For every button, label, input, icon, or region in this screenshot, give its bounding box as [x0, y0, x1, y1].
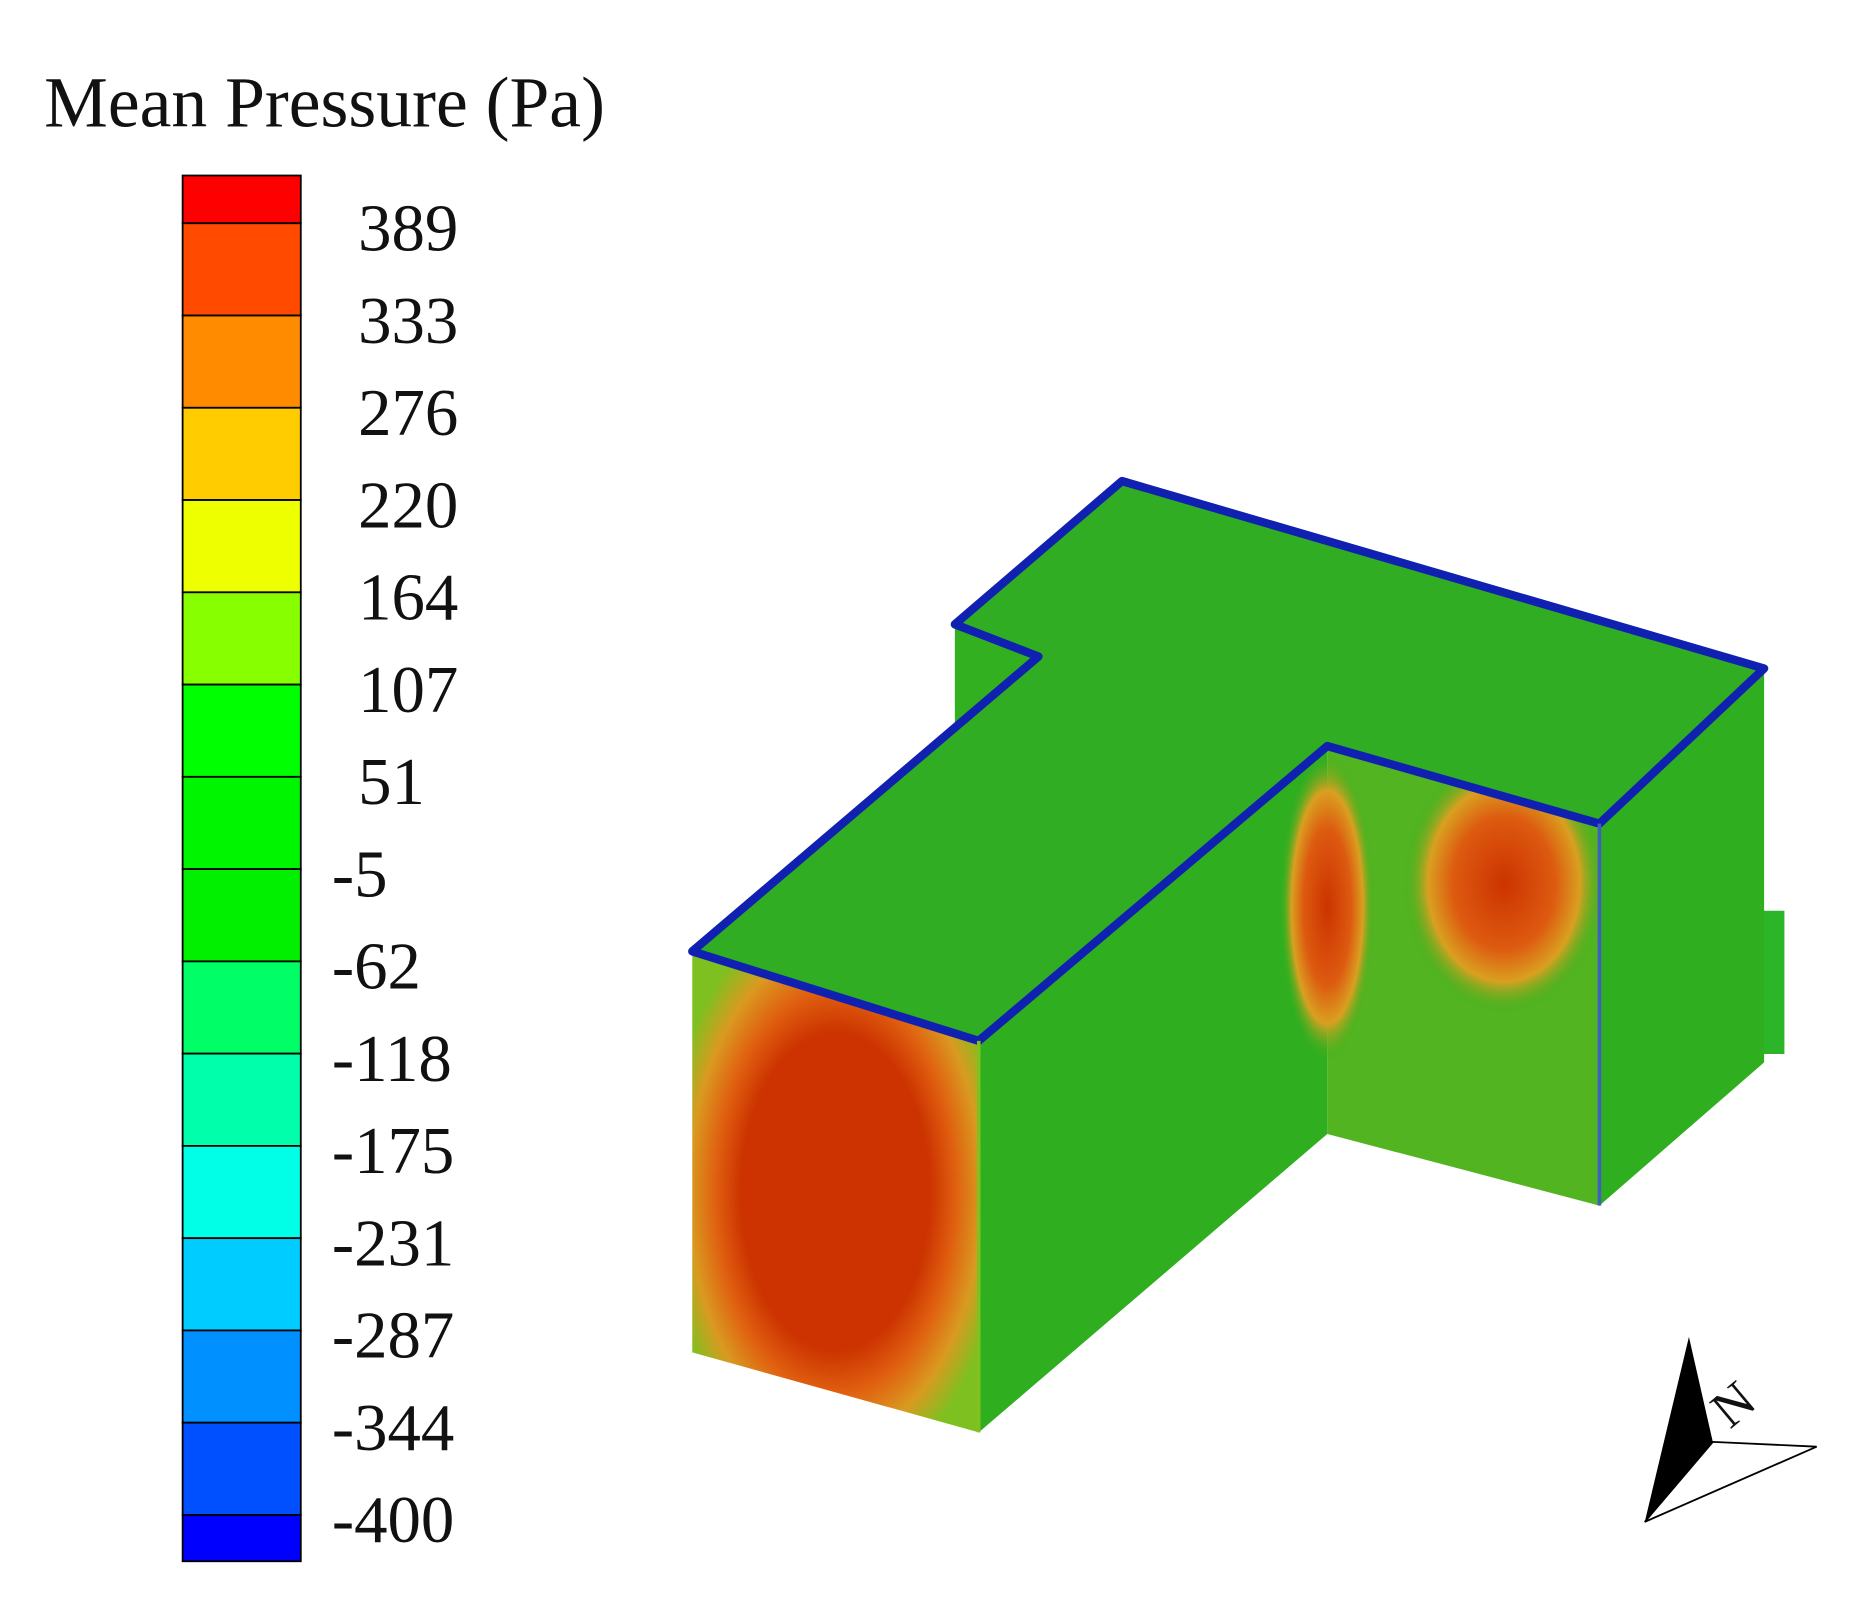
compass: N — [1644, 1336, 1818, 1523]
colorbar-band — [181, 1421, 302, 1516]
colorbar-band — [181, 1514, 302, 1563]
colorbar-band — [181, 1329, 302, 1424]
compass-arrow — [1644, 1336, 1713, 1522]
roof — [688, 476, 1769, 1046]
tick-label: 107 — [358, 653, 458, 727]
colorbar-band — [181, 406, 302, 501]
colorbar-band — [181, 683, 302, 778]
colorbar-band — [181, 775, 302, 871]
compass-label: N — [1700, 1370, 1766, 1439]
colorbar-band — [181, 960, 302, 1055]
tick-label: 51 — [358, 745, 425, 819]
tick-label: -344 — [332, 1391, 455, 1465]
tick-label: 389 — [358, 192, 458, 266]
colorbar-band — [181, 314, 302, 409]
compass-base — [1644, 1440, 1818, 1523]
tick-label: 164 — [358, 561, 458, 635]
colorbar-band — [181, 174, 302, 225]
legend-title: Mean Pressure (Pa) — [44, 64, 605, 143]
annex — [1761, 910, 1785, 1054]
colorbar-band — [181, 1052, 302, 1147]
tick-label: -62 — [332, 930, 421, 1004]
tick-label: 220 — [358, 468, 458, 542]
colorbar-band — [181, 1145, 302, 1240]
tick-label: -287 — [332, 1299, 455, 1373]
colorbar-band — [181, 222, 302, 317]
south-face — [692, 951, 979, 1433]
tick-label: -5 — [332, 837, 388, 911]
front-face — [978, 746, 1328, 1433]
colorbar-band — [181, 499, 302, 594]
tick-label: -118 — [332, 1022, 452, 1096]
colorbar-band — [181, 1237, 302, 1332]
pressure-blob — [1279, 752, 1376, 1063]
tick-label: -231 — [332, 1206, 455, 1280]
end-face — [1599, 668, 1765, 1206]
colorbar-band — [181, 868, 302, 963]
colorbar: 389 333 276 220 164 107 51 -5 -62 -118 -175 -231 -28… — [181, 174, 458, 1563]
tick-label: 333 — [358, 284, 458, 358]
building — [688, 476, 1785, 1433]
tick-label: 276 — [358, 376, 458, 450]
tick-label: -400 — [332, 1483, 455, 1557]
tick-label: -175 — [332, 1114, 455, 1188]
colorbar-band — [181, 591, 302, 686]
pressure-blob — [1402, 752, 1606, 1015]
